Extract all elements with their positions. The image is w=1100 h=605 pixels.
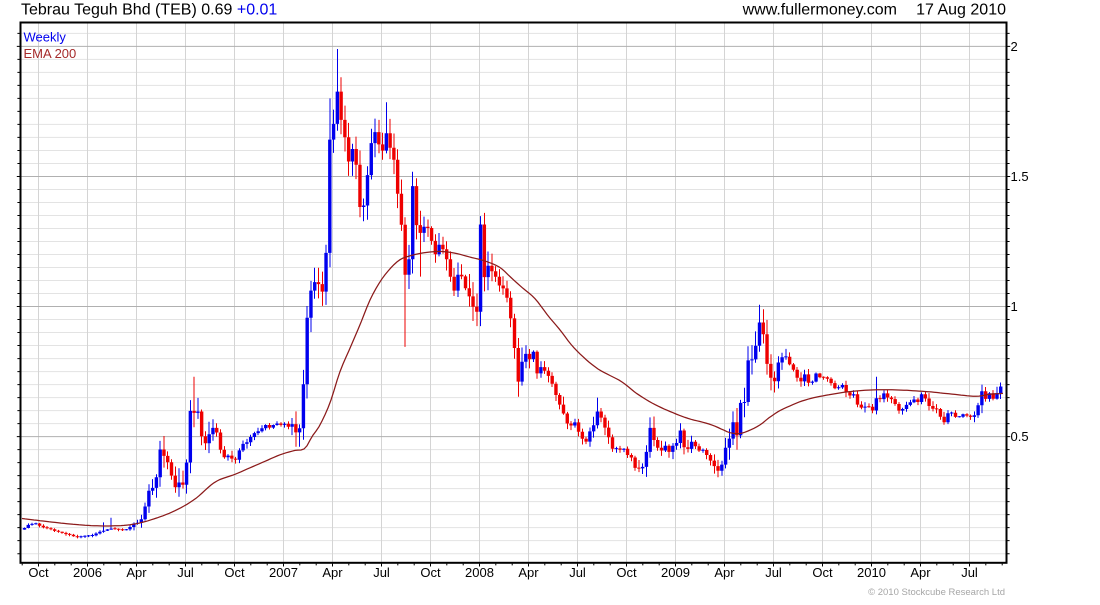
svg-text:www.fullermoney.com: www.fullermoney.com	[742, 2, 897, 19]
svg-text:Oct: Oct	[420, 565, 441, 580]
svg-text:© 2010 Stockcube Research Ltd: © 2010 Stockcube Research Ltd	[868, 587, 1005, 598]
svg-text:2009: 2009	[661, 565, 690, 580]
svg-text:1.5: 1.5	[1011, 169, 1029, 184]
svg-text:Jul: Jul	[373, 565, 390, 580]
svg-text:Apr: Apr	[518, 565, 539, 580]
svg-text:EMA 200: EMA 200	[24, 46, 77, 61]
svg-text:0.5: 0.5	[1011, 429, 1029, 444]
svg-text:2010: 2010	[857, 565, 886, 580]
svg-text:Apr: Apr	[910, 565, 931, 580]
svg-text:17 Aug 2010: 17 Aug 2010	[916, 2, 1006, 19]
svg-text:Oct: Oct	[616, 565, 637, 580]
svg-text:2006: 2006	[73, 565, 102, 580]
svg-text:Jul: Jul	[765, 565, 782, 580]
svg-text:Oct: Oct	[28, 565, 49, 580]
svg-text:Tebrau Teguh Bhd (TEB) 0.69 +0: Tebrau Teguh Bhd (TEB) 0.69 +0.01	[21, 2, 277, 19]
svg-text:Apr: Apr	[126, 565, 147, 580]
svg-text:Jul: Jul	[177, 565, 194, 580]
svg-text:2007: 2007	[269, 565, 298, 580]
svg-text:Jul: Jul	[961, 565, 978, 580]
svg-text:Weekly: Weekly	[24, 30, 67, 45]
svg-text:Apr: Apr	[322, 565, 343, 580]
svg-text:1: 1	[1011, 299, 1018, 314]
svg-text:2: 2	[1011, 39, 1018, 54]
svg-text:Apr: Apr	[714, 565, 735, 580]
svg-text:2008: 2008	[465, 565, 494, 580]
svg-text:Jul: Jul	[569, 565, 586, 580]
svg-text:Oct: Oct	[224, 565, 245, 580]
svg-text:Oct: Oct	[812, 565, 833, 580]
